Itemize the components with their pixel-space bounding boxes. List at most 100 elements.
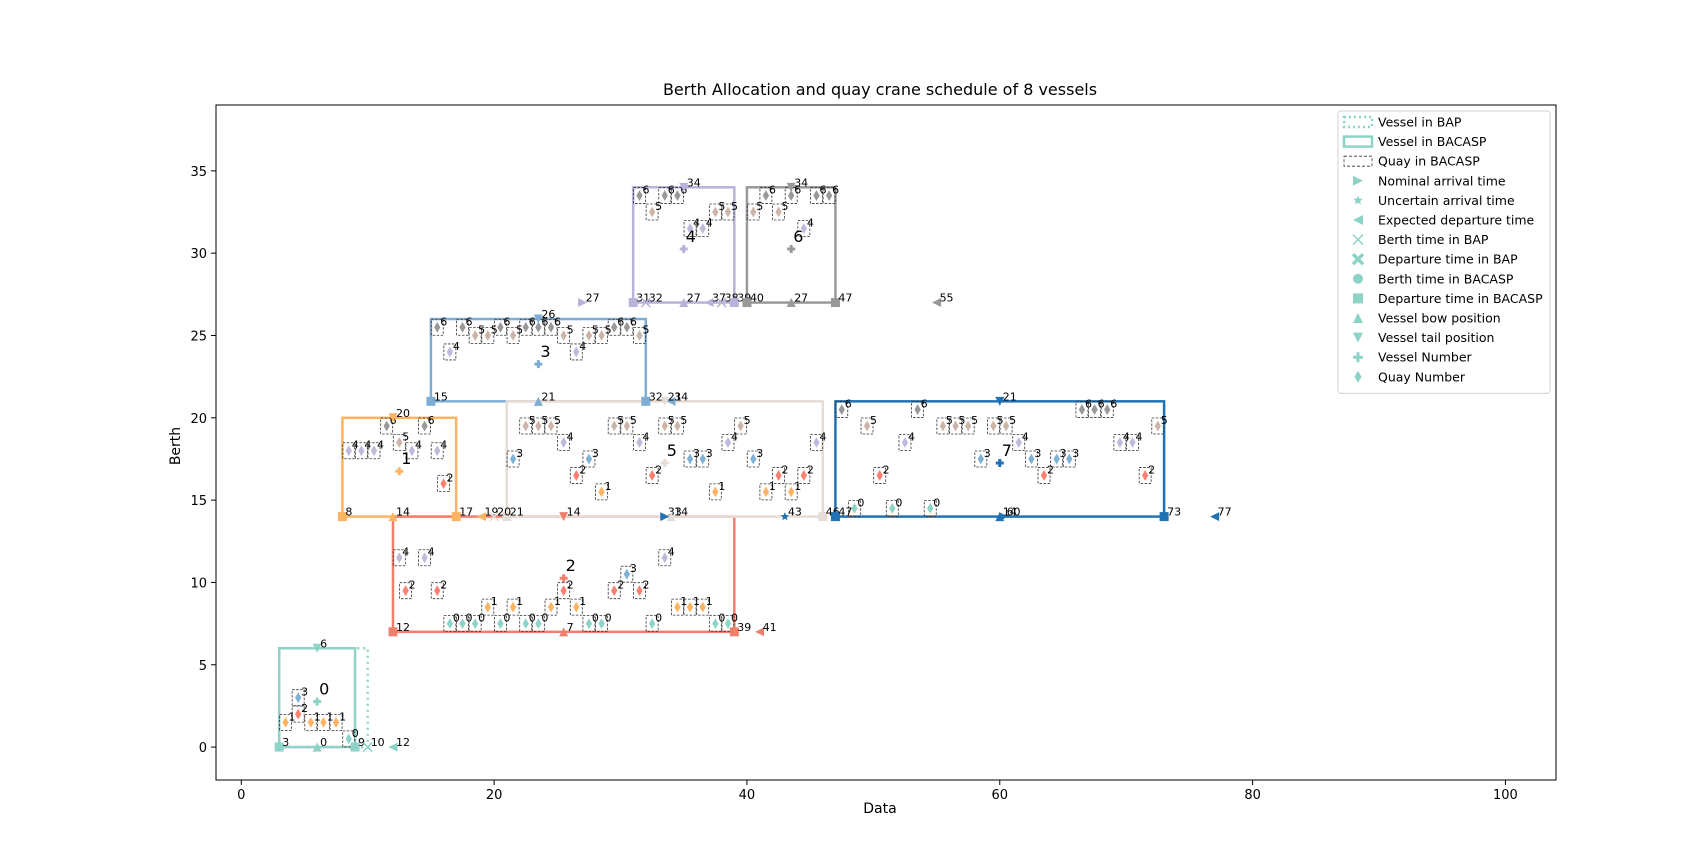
quay-box bbox=[569, 343, 583, 361]
quay-diamond bbox=[509, 453, 517, 465]
quay-cell: 5 bbox=[721, 200, 738, 221]
quay-cell: 4 bbox=[898, 431, 915, 451]
quay-label: 4 bbox=[579, 340, 586, 353]
time-label: 32 bbox=[649, 292, 663, 305]
time-marker bbox=[559, 512, 569, 522]
quay-label: 5 bbox=[971, 414, 978, 427]
quay-cell: 2 bbox=[607, 579, 624, 600]
quay-box bbox=[633, 582, 646, 600]
quay-diamond bbox=[1091, 404, 1098, 415]
legend-marker bbox=[1353, 195, 1363, 205]
quay-diamond bbox=[598, 486, 605, 498]
quay-label: 1 bbox=[339, 710, 346, 723]
quay-box bbox=[519, 615, 533, 632]
quay-diamond bbox=[459, 618, 466, 629]
legend-item: Expected departure time bbox=[1353, 213, 1535, 228]
time-marker bbox=[337, 512, 347, 522]
quay-diamond bbox=[712, 486, 719, 498]
quay-label: 4 bbox=[1022, 431, 1029, 444]
time-point: 21 bbox=[502, 506, 524, 522]
quay-box bbox=[999, 417, 1013, 435]
quay-cell: 5 bbox=[557, 323, 574, 344]
quay-box bbox=[468, 615, 482, 632]
time-label: 21 bbox=[510, 506, 524, 519]
time-point: 0 bbox=[312, 736, 327, 752]
quay-cell: 3 bbox=[683, 447, 700, 468]
quay-box bbox=[772, 467, 785, 484]
quay-label: 5 bbox=[567, 323, 574, 336]
time-marker bbox=[451, 512, 461, 522]
x-tick-label: 100 bbox=[1493, 788, 1518, 803]
quay-label: 2 bbox=[883, 463, 890, 476]
quay-diamond bbox=[712, 206, 719, 218]
time-label: 21 bbox=[541, 390, 555, 403]
quay-box bbox=[342, 730, 356, 748]
quay-label: 2 bbox=[567, 579, 574, 592]
quay-box bbox=[544, 318, 558, 336]
quay-cell: 5 bbox=[860, 414, 877, 435]
x-axis-label: Data bbox=[863, 801, 896, 817]
quay-diamond bbox=[320, 716, 327, 728]
time-point: 14 bbox=[388, 506, 410, 522]
time-point: 32 bbox=[640, 292, 663, 308]
quay-box bbox=[531, 417, 545, 435]
quay-diamond bbox=[800, 470, 807, 481]
quay-diamond bbox=[699, 223, 706, 234]
quay-cell: 1 bbox=[708, 480, 725, 501]
quay-cell: 0 bbox=[708, 612, 725, 632]
quay-box bbox=[430, 318, 444, 336]
legend-item: Vessel tail position bbox=[1353, 330, 1494, 345]
time-point: 27 bbox=[786, 292, 808, 308]
time-marker bbox=[1210, 512, 1220, 522]
legend-label: Quay Number bbox=[1378, 369, 1466, 384]
quay-box bbox=[633, 434, 646, 451]
legend-label: Vessel tail position bbox=[1378, 330, 1494, 345]
quay-cell: 5 bbox=[607, 414, 624, 435]
quay-box bbox=[506, 327, 520, 344]
time-label: 15 bbox=[434, 390, 448, 403]
quay-box bbox=[708, 483, 722, 501]
quay-cell: 2 bbox=[1138, 463, 1155, 484]
quay-label: 6 bbox=[845, 398, 852, 411]
quay-label: 5 bbox=[782, 200, 789, 213]
quay-label: 2 bbox=[782, 463, 789, 476]
quay-diamond bbox=[939, 420, 947, 432]
quay-box bbox=[949, 417, 962, 435]
time-marker bbox=[704, 298, 714, 308]
legend-label: Vessel bow position bbox=[1378, 311, 1501, 326]
quay-cell: 5 bbox=[772, 200, 789, 221]
time-point: 10 bbox=[362, 736, 385, 753]
quay-cell: 1 bbox=[279, 710, 296, 731]
legend-marker bbox=[1353, 273, 1363, 284]
quay-diamond bbox=[611, 585, 618, 597]
quay-cell: 5 bbox=[734, 414, 751, 435]
quay-cell: 6 bbox=[418, 414, 435, 435]
quay-label: 0 bbox=[478, 612, 485, 625]
quay-diamond bbox=[1078, 404, 1086, 415]
quay-diamond bbox=[699, 453, 706, 465]
quay-cell: 0 bbox=[885, 496, 902, 517]
quay-box bbox=[746, 203, 760, 221]
legend-item: Uncertain arrival time bbox=[1353, 193, 1515, 208]
quay-box bbox=[885, 499, 899, 517]
legend-marker bbox=[1353, 332, 1363, 343]
time-label: 27 bbox=[794, 292, 808, 305]
time-marker bbox=[559, 627, 569, 637]
time-marker bbox=[274, 742, 284, 752]
vessel-number: 2 bbox=[559, 556, 576, 583]
quay-box bbox=[633, 327, 646, 344]
time-label: 73 bbox=[1167, 506, 1181, 519]
quay-label: 5 bbox=[1009, 414, 1016, 427]
quay-label: 4 bbox=[428, 546, 435, 559]
quay-cell: 6 bbox=[1100, 398, 1117, 418]
quay-box bbox=[1138, 467, 1152, 484]
quay-cell: 1 bbox=[544, 595, 561, 616]
vessel-number-marker bbox=[787, 244, 796, 253]
quay-diamond bbox=[573, 601, 580, 613]
quay-cell: 2 bbox=[772, 463, 789, 484]
quay-diamond bbox=[440, 478, 447, 490]
legend-label: Quay in BACASP bbox=[1378, 154, 1480, 169]
quay-cell: 5 bbox=[519, 414, 536, 435]
quay-diamond bbox=[876, 470, 883, 481]
quay-diamond bbox=[396, 552, 403, 564]
